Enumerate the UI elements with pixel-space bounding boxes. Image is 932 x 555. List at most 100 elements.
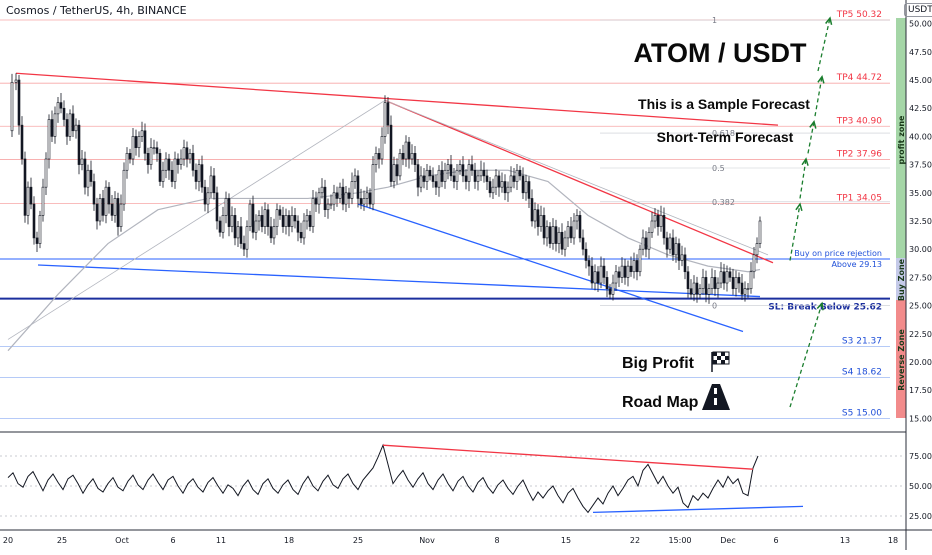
candle-body	[725, 271, 729, 284]
candle-body	[440, 169, 444, 182]
candle-body	[710, 277, 714, 289]
candle-body	[29, 186, 33, 205]
candle-body	[236, 226, 240, 239]
candle-body	[314, 198, 318, 205]
candle-body	[422, 175, 426, 182]
candle-body	[272, 226, 276, 239]
checkered-flag-icon	[713, 352, 717, 356]
candle-body	[263, 209, 267, 227]
price-tick-label: 35.00	[909, 189, 932, 198]
candle-body	[95, 203, 99, 222]
trendline	[7, 99, 386, 340]
candle-body	[230, 215, 234, 227]
sl-label: SL: Break Below 25.62	[768, 303, 882, 313]
candle-body	[23, 158, 27, 216]
price-tick-label: 25.00	[909, 302, 932, 311]
forecast-title: ATOM / USDT	[634, 38, 808, 68]
candle-body	[635, 260, 639, 273]
candle-body	[482, 169, 486, 177]
price-tick-label: 40.00	[909, 132, 932, 141]
candle-body	[155, 147, 159, 154]
candle-body	[197, 164, 201, 182]
time-tick-label: 6	[170, 536, 175, 545]
candle-body	[539, 215, 543, 227]
candle-body	[461, 164, 465, 177]
candle-body	[32, 203, 36, 239]
candle-body	[41, 186, 45, 216]
candle-body	[560, 231, 564, 250]
fib-label: 0.382	[712, 198, 735, 207]
candle-body	[383, 102, 387, 137]
candle-body	[344, 192, 348, 205]
candle-body	[170, 169, 174, 182]
chart-symbol-title: Cosmos / TetherUS, 4h, BINANCE	[6, 4, 187, 17]
candle-body	[353, 175, 357, 182]
rsi-trendline	[592, 505, 804, 514]
candle-body	[329, 203, 333, 206]
candle-body	[110, 203, 114, 216]
checkered-flag-icon	[712, 351, 730, 365]
candle-body	[479, 169, 483, 177]
profit-zone-band	[896, 18, 906, 276]
forecast-arrow-line	[789, 203, 801, 261]
candle-body	[176, 158, 180, 165]
candle-body	[104, 186, 108, 216]
candle-body	[407, 141, 411, 160]
forecast-arrow-head	[816, 301, 824, 311]
candle-body	[149, 147, 153, 165]
candle-body	[758, 220, 762, 244]
candle-body	[455, 169, 459, 182]
candle-body	[659, 215, 663, 227]
candle-body	[713, 277, 717, 289]
buy-rejection-label: Buy on price rejection	[794, 249, 882, 258]
candle-body	[524, 181, 528, 194]
level-label-tp4: TP4 44.72	[836, 73, 882, 83]
price-tick-label: 20.00	[909, 358, 932, 367]
candle-body	[488, 181, 492, 194]
candle-body	[278, 209, 282, 216]
sample-note: This is a Sample Forecast	[638, 96, 810, 112]
time-tick-label: Nov	[419, 536, 435, 545]
candle-body	[101, 198, 105, 216]
candle-body	[308, 215, 312, 227]
candle-body	[467, 164, 471, 182]
candle-body	[275, 209, 279, 227]
candle-body	[203, 186, 207, 205]
candle-body	[416, 164, 420, 188]
candle-body	[428, 169, 432, 177]
time-tick-label: 22	[630, 536, 640, 545]
candle-body	[704, 277, 708, 295]
price-tick-label: 17.50	[909, 386, 932, 395]
candle-body	[206, 192, 210, 205]
forecast-arrow-line	[807, 121, 815, 154]
forecast-arrow-head	[809, 120, 817, 129]
candle-body	[677, 243, 681, 261]
candle-body	[494, 175, 498, 188]
currency-badge[interactable]: USDT	[904, 3, 932, 17]
candle-body	[122, 169, 126, 205]
candle-body	[98, 198, 102, 222]
time-tick-label: 13	[840, 536, 850, 545]
checkered-flag-icon	[725, 356, 729, 360]
price-tick-label: 37.50	[909, 161, 932, 170]
rsi-trendline	[382, 444, 754, 470]
candle-body	[119, 203, 123, 227]
candle-body	[200, 164, 204, 188]
candle-body	[350, 181, 354, 199]
candle-body	[491, 186, 495, 194]
candle-body	[302, 220, 306, 239]
candle-body	[173, 158, 177, 182]
candle-body	[437, 169, 441, 188]
candle-body	[281, 215, 285, 227]
candle-body	[638, 248, 642, 273]
candle-body	[296, 220, 300, 233]
candle-body	[419, 175, 423, 188]
road-map-label: Road Map	[622, 394, 699, 411]
candle-body	[584, 248, 588, 261]
candle-body	[755, 243, 759, 256]
candle-body	[413, 153, 417, 165]
candle-body	[227, 198, 231, 227]
candle-body	[158, 153, 162, 182]
candle-body	[59, 102, 63, 109]
